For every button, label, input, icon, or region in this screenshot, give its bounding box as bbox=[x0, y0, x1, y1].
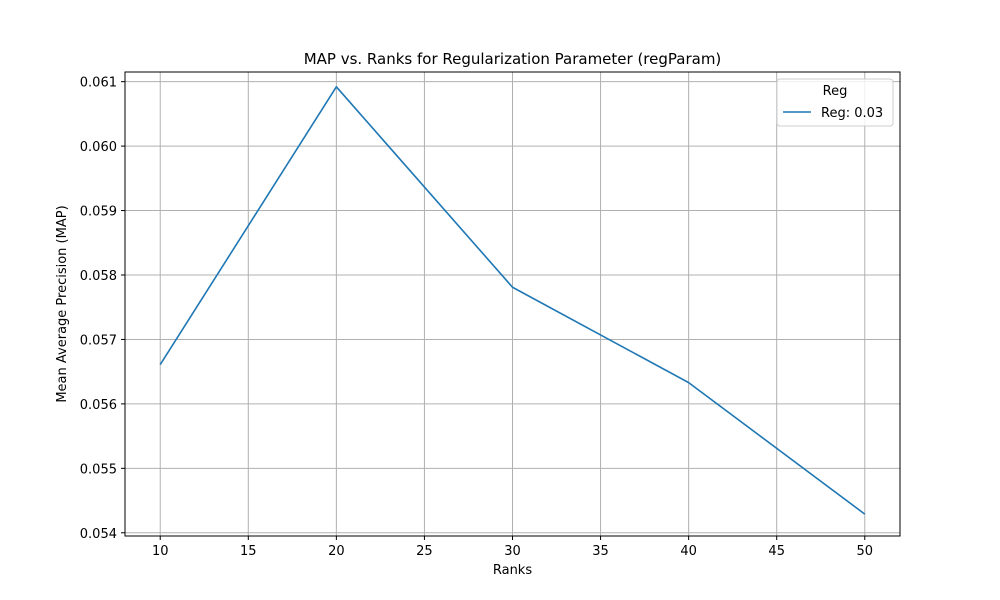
x-tick-label: 15 bbox=[240, 544, 257, 559]
tick-layer: 10 15 20 25 30 35 40 45 50 0.054 0.055 0.056 0.057 0.… bbox=[80, 76, 873, 559]
y-tick-label: 0.058 bbox=[80, 269, 117, 284]
y-tick-label: 0.054 bbox=[80, 527, 117, 542]
x-tick-label: 50 bbox=[856, 544, 873, 559]
plot-layer bbox=[159, 86, 866, 515]
y-axis-label: Mean Average Precision (MAP) bbox=[55, 205, 70, 402]
legend-entries: Reg: 0.03 bbox=[783, 106, 883, 121]
y-tick-label: 0.060 bbox=[80, 140, 117, 155]
y-tick-label: 0.056 bbox=[80, 398, 117, 413]
legend-title: Reg bbox=[823, 84, 848, 99]
x-tick-label: 40 bbox=[680, 544, 697, 559]
series-line bbox=[159, 86, 866, 515]
y-tick-label: 0.061 bbox=[80, 76, 117, 91]
legend: Reg Reg: 0.03 bbox=[776, 78, 894, 127]
legend-entry-label: Reg: 0.03 bbox=[821, 106, 883, 121]
x-tick-label: 45 bbox=[768, 544, 785, 559]
x-tick-label: 10 bbox=[152, 544, 169, 559]
chart-title: MAP vs. Ranks for Regularization Paramet… bbox=[304, 50, 722, 68]
x-tick-label: 25 bbox=[416, 544, 433, 559]
y-tick-label: 0.055 bbox=[80, 462, 117, 477]
legend-box bbox=[776, 78, 894, 127]
x-tick-label: 30 bbox=[504, 544, 521, 559]
y-tick-label: 0.057 bbox=[80, 333, 117, 348]
y-tick-label: 0.059 bbox=[80, 205, 117, 220]
x-tick-label: 20 bbox=[328, 544, 345, 559]
x-tick-label: 35 bbox=[592, 544, 609, 559]
x-axis-label: Ranks bbox=[493, 563, 532, 578]
grid-layer bbox=[125, 72, 900, 536]
